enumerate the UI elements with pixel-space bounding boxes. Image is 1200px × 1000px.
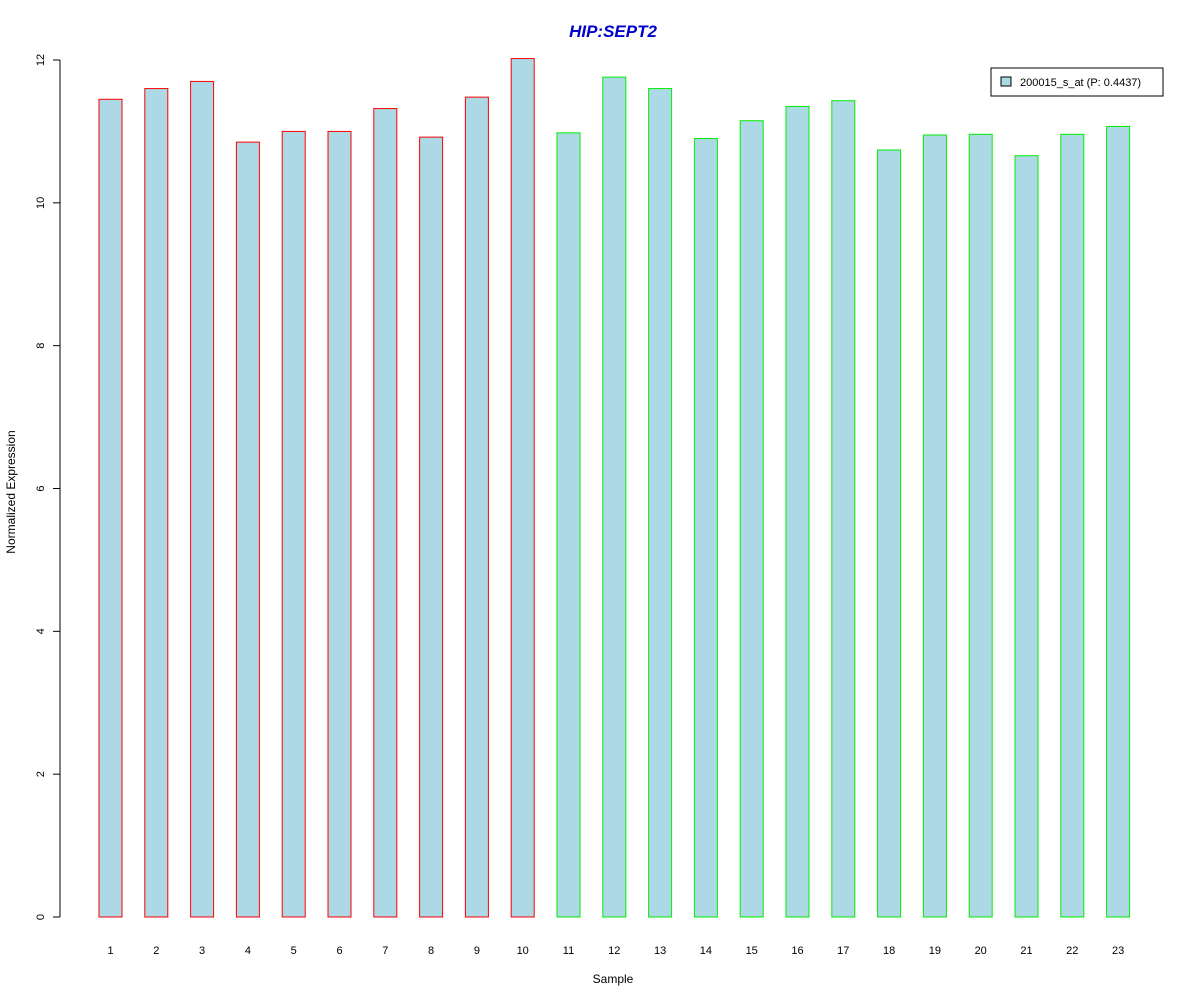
bar <box>99 99 122 917</box>
legend-swatch <box>1001 77 1011 86</box>
bar <box>1061 134 1084 917</box>
bar <box>603 77 626 917</box>
legend: 200015_s_at (P: 0.4437) <box>991 68 1163 96</box>
bar <box>1015 156 1038 917</box>
x-tick-label: 17 <box>837 945 849 957</box>
y-tick-label: 6 <box>35 485 47 491</box>
bar <box>557 133 580 917</box>
x-tick-label: 14 <box>700 945 712 957</box>
bar <box>465 97 488 917</box>
x-tick-label: 8 <box>428 945 434 957</box>
x-tick-labels: 1 2 3 4 5 6 7 8 9 10 11 12 13 14 15 16 17 18 19 20 21 22 23 <box>107 945 1124 957</box>
bar <box>740 121 763 917</box>
x-tick-label: 22 <box>1066 945 1078 957</box>
x-tick-label: 18 <box>883 945 895 957</box>
bar <box>786 106 809 917</box>
y-tick-label: 2 <box>35 771 47 777</box>
x-tick-label: 4 <box>245 945 251 957</box>
x-tick-label: 15 <box>746 945 758 957</box>
bars <box>99 59 1130 917</box>
x-tick-label: 10 <box>517 945 529 957</box>
x-tick-label: 11 <box>563 945 574 957</box>
x-tick-label: 7 <box>382 945 388 957</box>
y-tick-label: 8 <box>35 343 47 349</box>
bar <box>420 137 443 917</box>
x-tick-label: 2 <box>153 945 159 957</box>
y-tick-label: 12 <box>35 54 47 66</box>
bar <box>374 109 397 917</box>
bar <box>878 150 901 917</box>
bar <box>236 142 259 917</box>
bar <box>969 134 992 917</box>
x-tick-label: 1 <box>107 945 113 957</box>
legend-label: 200015_s_at (P: 0.4437) <box>1020 77 1141 89</box>
bar <box>145 89 168 917</box>
x-tick-label: 23 <box>1112 945 1124 957</box>
bar <box>694 139 717 917</box>
x-tick-label: 12 <box>608 945 620 957</box>
x-tick-label: 21 <box>1020 945 1032 957</box>
x-tick-label: 16 <box>791 945 803 957</box>
x-tick-label: 6 <box>336 945 342 957</box>
bar <box>832 101 855 917</box>
bar <box>328 131 351 917</box>
bar <box>1107 126 1130 917</box>
y-axis: 0 2 4 6 8 10 12 <box>35 54 60 920</box>
bar <box>511 59 534 917</box>
x-axis-title: Sample <box>593 972 634 986</box>
x-tick-label: 5 <box>291 945 297 957</box>
y-axis-title: Normalized Expression <box>4 430 18 553</box>
y-tick-label: 4 <box>35 628 47 634</box>
bar <box>282 131 305 917</box>
x-tick-label: 3 <box>199 945 205 957</box>
bar <box>649 89 672 917</box>
y-tick-label: 10 <box>35 197 47 209</box>
bar <box>923 135 946 917</box>
y-tick-label: 0 <box>35 914 47 920</box>
x-tick-label: 13 <box>654 945 666 957</box>
bar <box>191 81 214 917</box>
chart-title: HIP:SEPT2 <box>569 22 657 41</box>
x-tick-label: 19 <box>929 945 941 957</box>
x-tick-label: 20 <box>975 945 987 957</box>
x-tick-label: 9 <box>474 945 480 957</box>
